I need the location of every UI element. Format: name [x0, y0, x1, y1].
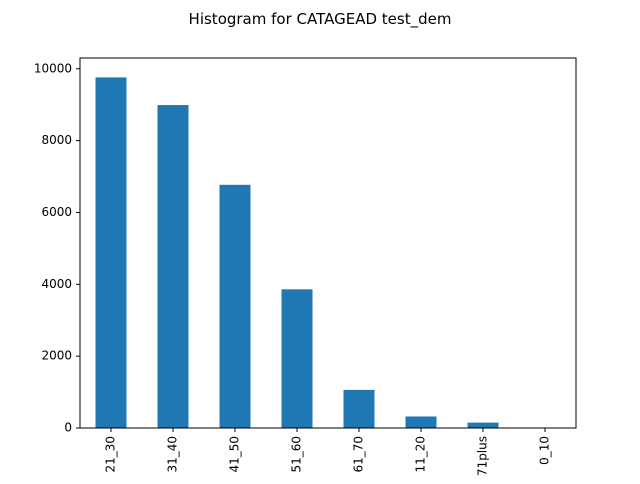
y-tick-label: 10000 [34, 61, 72, 75]
y-tick-label: 8000 [41, 133, 72, 147]
bar-51_60 [282, 289, 313, 428]
x-axis: 21_30 31_40 41_50 51_60 61_70 11_20 71plus 0_10 [104, 428, 552, 476]
x-tick-label: 41_50 [228, 436, 242, 473]
y-tick-label: 4000 [41, 277, 72, 291]
x-tick-label: 11_20 [414, 436, 428, 473]
bars-layer [96, 77, 561, 428]
y-tick-label: 2000 [41, 349, 72, 363]
x-tick-label: 61_70 [352, 436, 366, 473]
bar-41_50 [220, 185, 251, 428]
y-tick-label: 0 [64, 421, 72, 435]
chart-title: Histogram for CATAGEAD test_dem [189, 10, 452, 29]
x-tick-label: 31_40 [166, 436, 180, 473]
y-tick-label: 6000 [41, 205, 72, 219]
x-tick-label: 51_60 [290, 436, 304, 473]
y-axis: 0 2000 4000 6000 8000 10000 [34, 61, 80, 434]
bar-21_30 [96, 77, 127, 428]
bar-31_40 [158, 105, 189, 428]
bar-71plus [468, 423, 499, 428]
bar-61_70 [344, 390, 375, 428]
x-tick-label: 21_30 [104, 436, 118, 473]
x-tick-label: 71plus [476, 436, 490, 476]
bar-11_20 [406, 417, 437, 429]
plot-frame [80, 58, 576, 428]
x-tick-label: 0_10 [538, 436, 552, 465]
